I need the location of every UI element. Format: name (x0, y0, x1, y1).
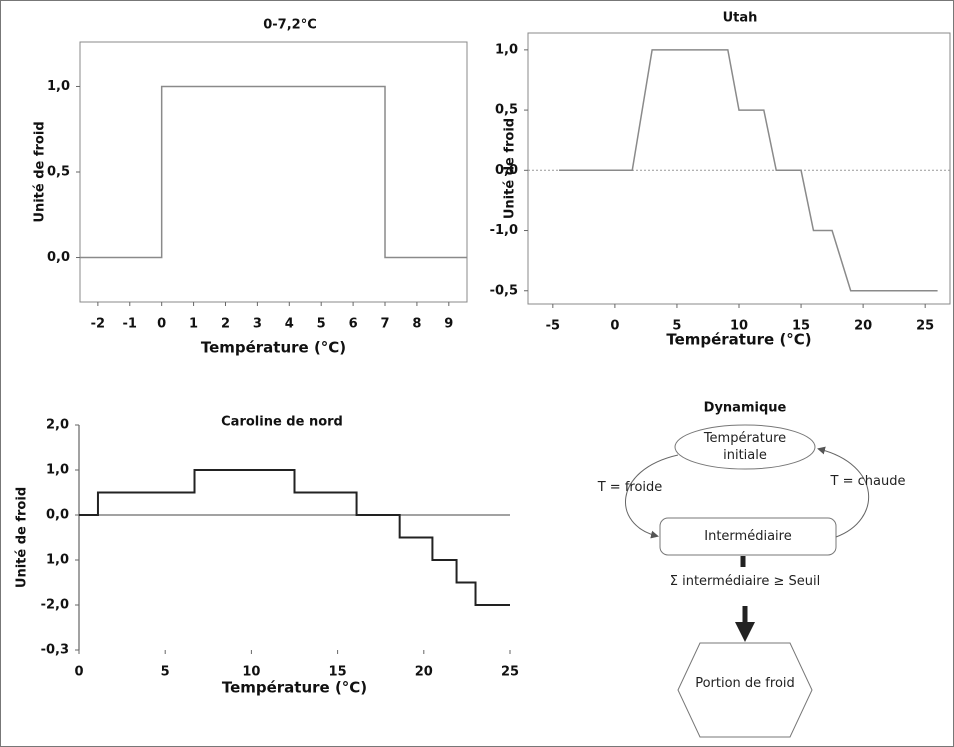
data-line (559, 49, 938, 292)
y-axis-label: Unité de froid (503, 118, 518, 219)
node-shape (677, 642, 813, 738)
y-axis-label: Unité de froid (15, 487, 30, 588)
x-tick-label: 10 (730, 319, 748, 334)
y-tick-label: 0,5 (47, 165, 70, 180)
x-tick-label: 0 (610, 319, 619, 334)
x-tick-label: -1 (123, 317, 137, 332)
node-label: Température initiale (703, 431, 787, 463)
data-line (80, 85, 467, 259)
x-tick-label: 20 (415, 665, 433, 680)
y-axis-label: Unité de froid (33, 121, 48, 222)
x-tick-label: 3 (253, 317, 262, 332)
x-tick-label: 7 (380, 317, 389, 332)
y-tick-label: -2,0 (41, 598, 69, 613)
x-tick-label: -5 (546, 319, 560, 334)
chart-title: Utah (723, 11, 758, 26)
plot-frame (79, 41, 468, 303)
diagram-title: Dynamique (704, 401, 787, 416)
y-tick-label: 1,0 (495, 42, 518, 57)
x-tick-label: -2 (91, 317, 105, 332)
edge-label: Σ intermédiaire ≥ Seuil (669, 574, 821, 589)
edge-label: T = chaude (830, 474, 906, 489)
y-tick-label: 0,0 (47, 250, 70, 265)
chart-title: Caroline de nord (221, 415, 343, 430)
x-tick-label: 25 (501, 665, 519, 680)
x-tick-label: 25 (916, 319, 934, 334)
x-axis-label: Température (°C) (222, 679, 367, 697)
x-tick-label: 20 (854, 319, 872, 334)
chart-title: 0-7,2°C (263, 18, 317, 33)
x-tick-label: 5 (317, 317, 326, 332)
y-tick-label: 1,0 (46, 463, 69, 478)
y-tick-label: -1,0 (490, 223, 518, 238)
x-tick-label: 4 (285, 317, 294, 332)
plot-frame (527, 32, 951, 305)
x-tick-label: 5 (161, 665, 170, 680)
data-line (79, 469, 510, 606)
y-tick-label: 1,0 (46, 553, 69, 568)
y-tick-label: -0,3 (41, 643, 69, 658)
edge-arrow (817, 446, 869, 538)
x-tick-label: 9 (444, 317, 453, 332)
edge-arrow (625, 454, 679, 539)
x-tick-label: 15 (329, 665, 347, 680)
x-tick-label: 10 (242, 665, 260, 680)
x-tick-label: 6 (349, 317, 358, 332)
x-tick-label: 2 (221, 317, 230, 332)
y-tick-label: 2,0 (46, 418, 69, 433)
x-axis-label: Température (°C) (201, 339, 346, 357)
x-tick-label: 0 (74, 665, 83, 680)
y-tick-label: 1,0 (47, 79, 70, 94)
x-tick-label: 1 (189, 317, 198, 332)
node-label: Intermédiaire (704, 529, 792, 544)
node-shape (674, 424, 816, 470)
node-label: Portion de froid (695, 676, 795, 691)
y-tick-label: -0,5 (490, 283, 518, 298)
x-tick-label: 5 (672, 319, 681, 334)
x-tick-label: 0 (157, 317, 166, 332)
x-axis-label: Température (°C) (666, 331, 811, 349)
y-tick-label: 0,5 (495, 103, 518, 118)
y-tick-label: 0,0 (495, 163, 518, 178)
x-tick-label: 15 (792, 319, 810, 334)
edge-label: T = froide (597, 480, 663, 495)
y-tick-label: 0,0 (46, 508, 69, 523)
x-tick-label: 8 (412, 317, 421, 332)
